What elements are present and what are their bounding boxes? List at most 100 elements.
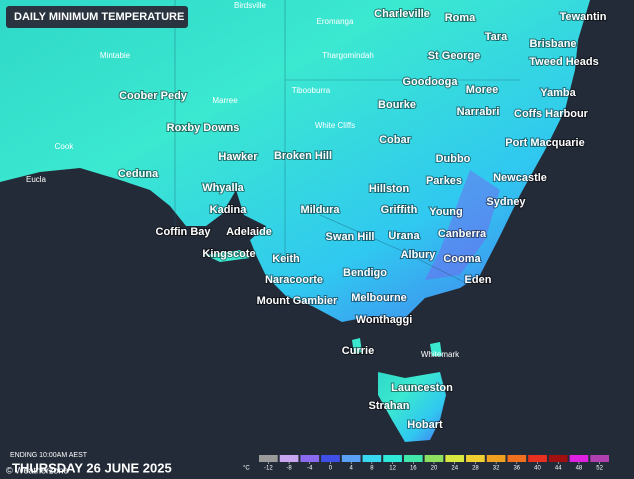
sea-ice-tint xyxy=(425,170,500,280)
legend-swatch xyxy=(486,455,506,462)
legend-tick-label: 44 xyxy=(555,466,562,472)
place-label: St George xyxy=(428,50,481,62)
place-label: Albury xyxy=(401,249,437,261)
place-label: Goodooga xyxy=(403,76,459,88)
place-label: Young xyxy=(429,206,462,218)
place-label: Marree xyxy=(212,96,238,105)
place-label: Mildura xyxy=(300,204,340,216)
legend-swatch xyxy=(321,455,340,462)
place-label: Mintabie xyxy=(100,51,131,60)
ending: ENDING 10:00AM AEST xyxy=(10,452,88,459)
place-label: Cooma xyxy=(443,253,481,265)
place-label: Tibooburra xyxy=(292,86,331,95)
place-label: Broken Hill xyxy=(274,150,332,162)
legend-swatch xyxy=(466,455,485,462)
place-label: Charleville xyxy=(374,8,430,20)
place-label: Tweed Heads xyxy=(529,56,599,68)
place-label: Yamba xyxy=(540,87,576,99)
place-label: Ceduna xyxy=(118,168,159,180)
place-label: Kingscote xyxy=(202,248,255,260)
place-label: Griffith xyxy=(381,204,418,216)
legend-swatch xyxy=(590,455,609,462)
legend-tick-label: -12 xyxy=(264,466,273,472)
place-label: Hillston xyxy=(369,183,410,195)
place-label: Cobar xyxy=(379,134,412,146)
legend-swatch xyxy=(341,455,361,462)
legend-swatch xyxy=(403,455,423,462)
legend: -12 -8 -4 0 4 8 12 16 20 24 28 32 36 40 44 48 52 xyxy=(259,455,609,472)
place-label: Urana xyxy=(388,230,420,242)
legend-tick-label: 52 xyxy=(596,466,603,472)
place-label: Bendigo xyxy=(343,267,387,279)
place-label: Dubbo xyxy=(436,153,471,165)
king-island xyxy=(352,338,362,354)
legend-tick-label: 4 xyxy=(350,466,354,472)
place-label: Swan Hill xyxy=(326,231,375,243)
place-label: Coober Pedy xyxy=(119,90,188,102)
place-label: Eucla xyxy=(26,175,47,184)
legend-tick-label: 36 xyxy=(513,466,520,472)
title: DAILY MINIMUM TEMPERATURE xyxy=(14,11,184,23)
legend-swatch xyxy=(362,455,382,462)
place-label: Cook xyxy=(55,142,75,151)
place-label: Thargomindah xyxy=(322,51,374,60)
place-label: Launceston xyxy=(391,382,453,394)
date: THURSDAY 26 JUNE 2025 xyxy=(12,460,172,475)
place-label: Canberra xyxy=(438,228,487,240)
place-label: Adelaide xyxy=(226,226,272,238)
place-label: Naracoorte xyxy=(265,274,323,286)
legend-unit: °C xyxy=(243,466,250,472)
legend-swatch xyxy=(548,455,568,462)
brand: © Weatherzone xyxy=(6,465,69,475)
legend-tick-label: 32 xyxy=(493,466,500,472)
legend-swatch xyxy=(445,455,465,462)
place-label: Roxby Downs xyxy=(167,122,240,134)
legend-swatch xyxy=(383,455,402,462)
legend-swatch xyxy=(569,455,589,462)
legend-tick-label: 48 xyxy=(576,466,583,472)
flinders-island xyxy=(430,342,442,356)
place-label: Keith xyxy=(272,253,300,265)
place-label: Hawker xyxy=(218,151,258,163)
place-label: Narrabri xyxy=(457,106,500,118)
place-label: Port Macquarie xyxy=(505,137,584,149)
legend-tick-label: 12 xyxy=(389,466,396,472)
legend-swatch xyxy=(279,455,299,462)
place-label: Eromanga xyxy=(317,17,354,26)
place-label: Coffs Harbour xyxy=(514,108,589,120)
place-label: Newcastle xyxy=(493,172,547,184)
legend-tick-label: 0 xyxy=(329,466,333,472)
legend-tick-label: 20 xyxy=(431,466,438,472)
legend-swatch xyxy=(300,455,320,462)
mainland xyxy=(0,0,590,322)
place-label: Kadina xyxy=(210,204,248,216)
legend-swatch xyxy=(528,455,547,462)
border xyxy=(319,214,471,286)
place-label: White Cliffs xyxy=(315,121,355,130)
place-label: Strahan xyxy=(369,400,410,412)
place-label: Birdsville xyxy=(234,1,267,10)
place-label: Bourke xyxy=(378,99,416,111)
title-box xyxy=(6,6,188,28)
place-label: Hobart xyxy=(407,419,443,431)
place-label: Coffin Bay xyxy=(156,226,212,238)
legend-tick-label: -8 xyxy=(286,466,292,472)
place-label: Parkes xyxy=(426,175,462,187)
place-label: Whitemark xyxy=(421,350,460,359)
place-label: Sydney xyxy=(486,196,526,208)
place-label: Melbourne xyxy=(351,292,407,304)
legend-swatch xyxy=(424,455,444,462)
place-label: Whyalla xyxy=(202,182,244,194)
places: Birdsville Charleville Roma Tewantin Eromang… xyxy=(26,1,608,432)
place-label: Eden xyxy=(465,274,492,286)
legend-tick-label: 28 xyxy=(472,466,479,472)
place-label: Mount Gambier xyxy=(257,295,338,307)
legend-tick-label: 24 xyxy=(451,466,458,472)
place-label: Brisbane xyxy=(529,38,576,50)
legend-tick-label: 8 xyxy=(370,466,374,472)
place-label: Roma xyxy=(445,12,476,24)
place-label: Currie xyxy=(342,345,374,357)
footer-bar xyxy=(0,446,634,479)
